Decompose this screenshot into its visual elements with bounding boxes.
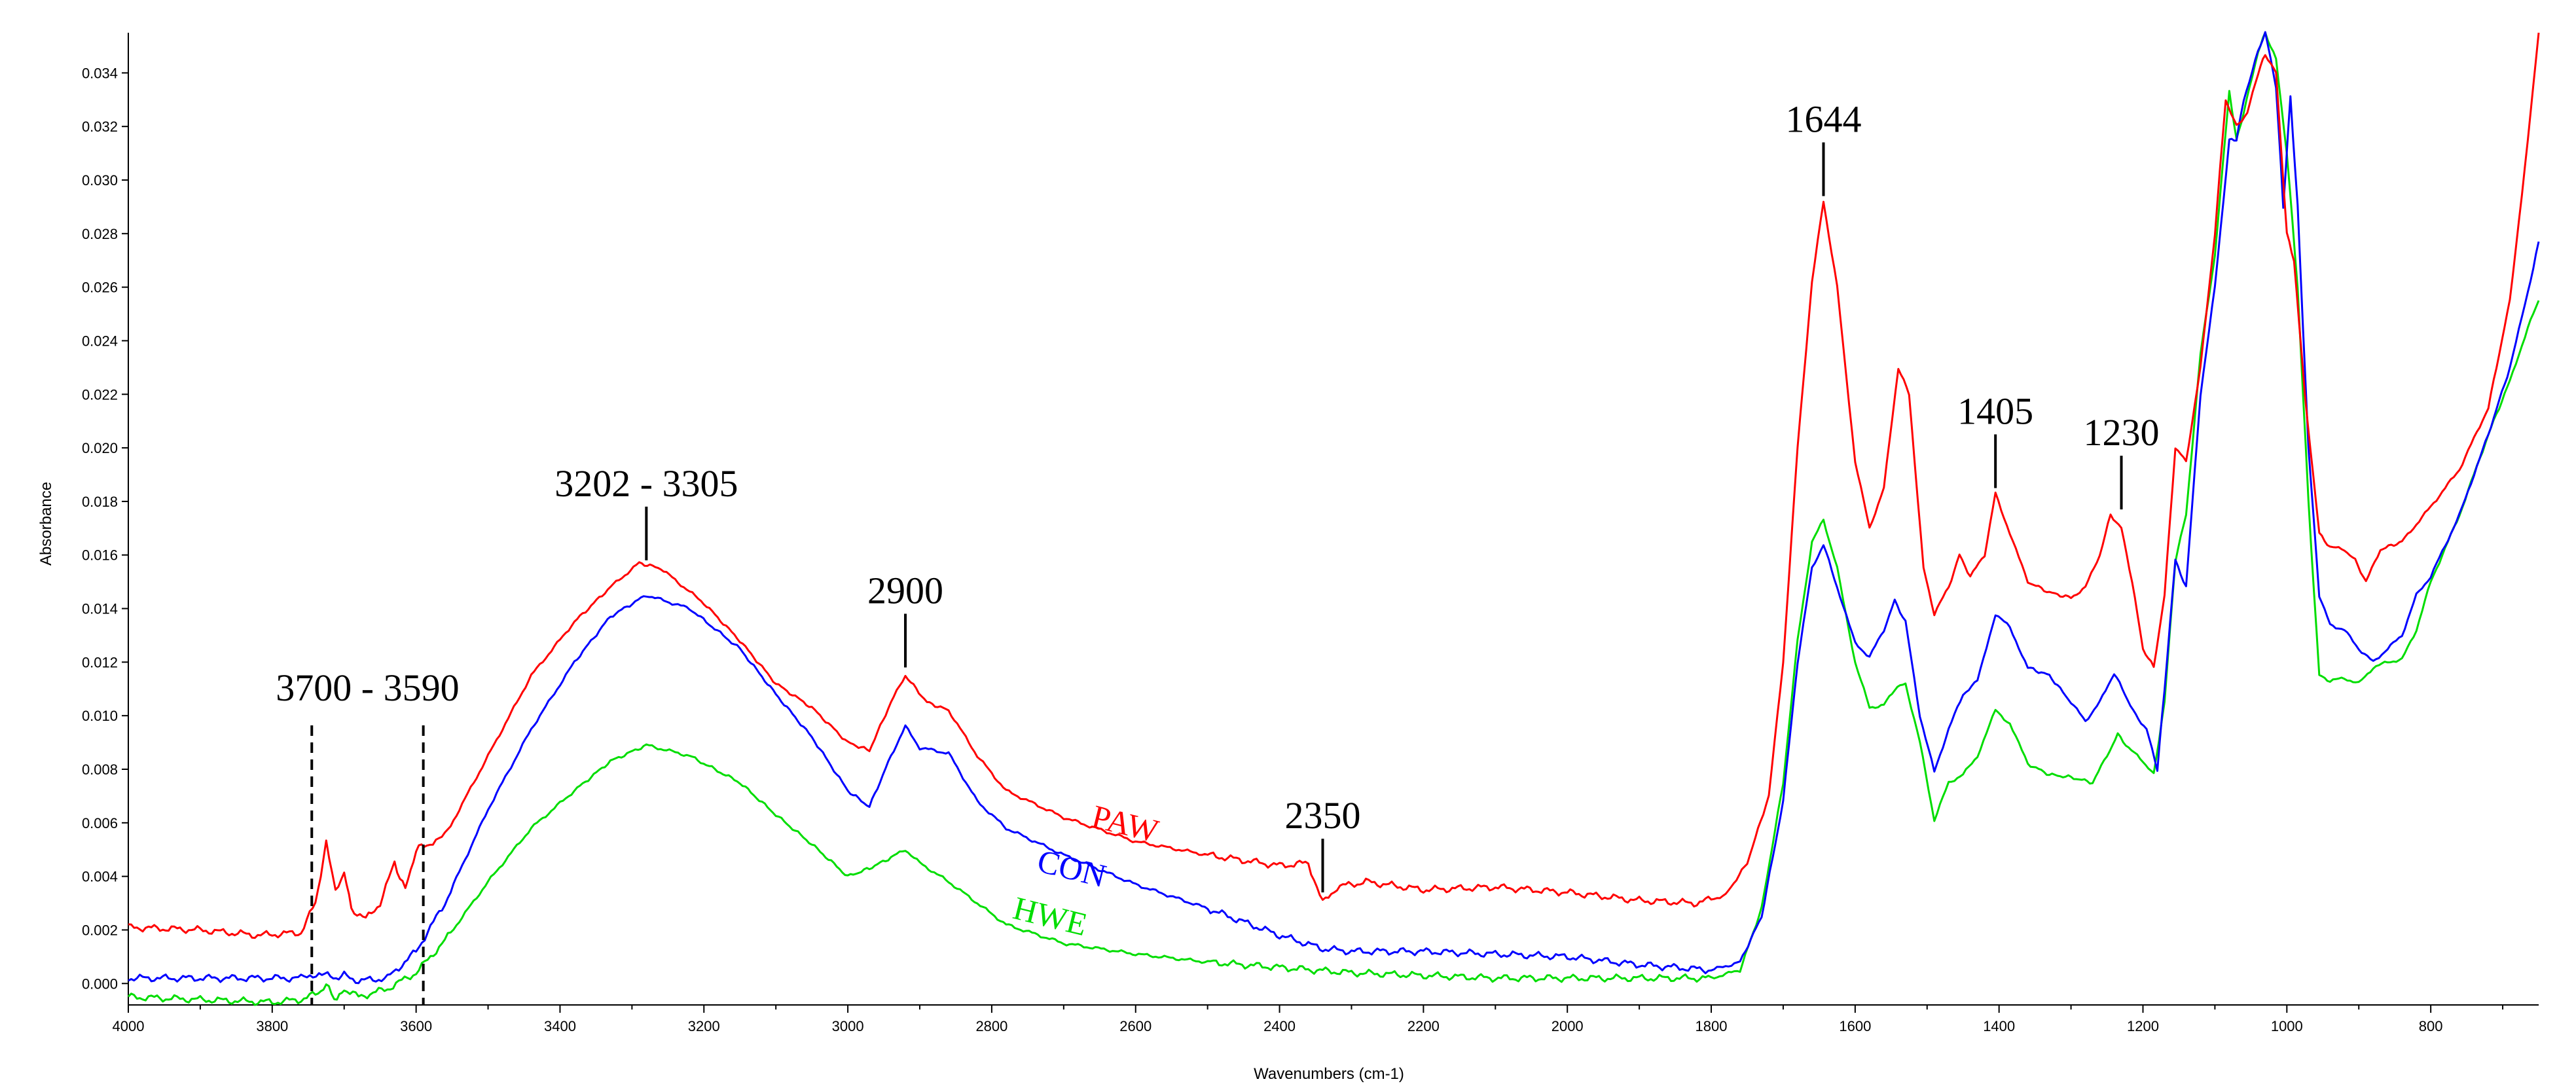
series-label-con: CON (1034, 842, 1110, 894)
x-tick-label: 3400 (544, 1018, 576, 1034)
y-tick-label: 0.016 (82, 547, 118, 564)
x-tick-label: 1600 (1839, 1018, 1871, 1034)
annotation-label: 2350 (1285, 794, 1361, 837)
x-tick-label: 1000 (2271, 1018, 2303, 1034)
x-tick-label: 4000 (113, 1018, 145, 1034)
series-label-hwe: HWE (1009, 889, 1091, 943)
y-tick-label: 0.018 (82, 494, 118, 510)
x-tick-label: 1200 (2127, 1018, 2159, 1034)
y-tick-label: 0.006 (82, 815, 118, 831)
series-label-paw: PAW (1088, 797, 1163, 849)
x-tick-label: 3800 (256, 1018, 288, 1034)
series-line-hwe (127, 31, 2540, 1006)
x-tick-label: 3000 (832, 1018, 864, 1034)
y-tick-label: 0.030 (82, 172, 118, 189)
x-tick-label: 2400 (1263, 1018, 1296, 1034)
annotation-label: 1644 (1785, 98, 1861, 141)
x-tick-label: 1400 (1983, 1018, 2015, 1034)
x-tick-label: 3200 (688, 1018, 720, 1034)
series-line-con (128, 31, 2540, 985)
y-tick-label: 0.034 (82, 65, 118, 81)
y-tick-label: 0.026 (82, 280, 118, 296)
y-tick-label: 0.002 (82, 922, 118, 938)
chart-axes: 0.000 0.002 0.004 0.006 0.008 0.010 0.012 0.014… (82, 33, 2539, 1034)
y-axis-title: Absorbance (37, 482, 55, 566)
annotation-label: 2900 (867, 570, 943, 612)
x-tick-label: 3600 (400, 1018, 432, 1034)
x-tick-label: 2200 (1407, 1018, 1440, 1034)
y-tick-label: 0.004 (82, 869, 118, 885)
x-tick-label: 2600 (1119, 1018, 1152, 1034)
annotation-label: 1405 (1957, 390, 2033, 432)
y-tick-label: 0.020 (82, 440, 118, 456)
x-tick-label: 2000 (1551, 1018, 1584, 1034)
x-tick-label: 800 (2419, 1018, 2443, 1034)
y-tick-label: 0.024 (82, 333, 118, 349)
series-line-paw (128, 32, 2540, 939)
x-tick-label: 1800 (1696, 1018, 1728, 1034)
y-tick-label: 0.008 (82, 761, 118, 778)
y-tick-label: 0.012 (82, 654, 118, 670)
y-tick-label: 0.000 (82, 975, 118, 992)
y-tick-label: 0.032 (82, 118, 118, 135)
y-tick-label: 0.010 (82, 708, 118, 724)
annotation-label: 3700 - 3590 (276, 666, 459, 709)
annotation-label: 1230 (2084, 411, 2160, 454)
chart-annotations: 3202 - 3305 2900 2350 1644 1405 1230 3700 - 35… (276, 98, 2160, 1005)
annotation-label: 3202 - 3305 (554, 462, 738, 505)
x-tick-label: 2800 (975, 1018, 1007, 1034)
y-tick-label: 0.022 (82, 386, 118, 403)
y-tick-label: 0.028 (82, 226, 118, 242)
y-tick-label: 0.014 (82, 601, 118, 617)
x-axis-title: Wavenumbers (cm-1) (1254, 1065, 1404, 1083)
